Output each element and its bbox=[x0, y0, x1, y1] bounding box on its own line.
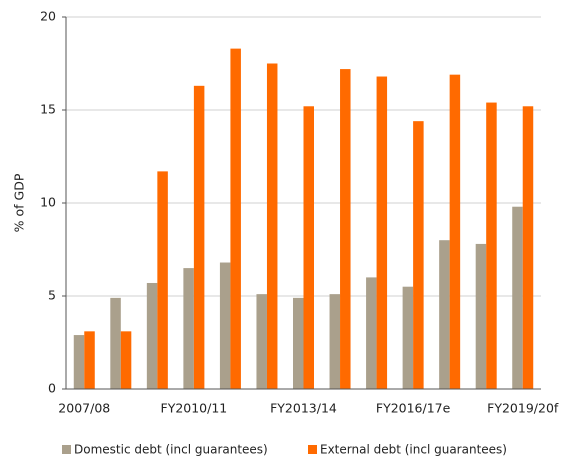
bar bbox=[157, 171, 168, 389]
x-tick-label: FY2013/14 bbox=[270, 401, 337, 416]
bar bbox=[366, 277, 377, 389]
bar bbox=[256, 294, 267, 389]
bar bbox=[512, 206, 523, 389]
bar bbox=[110, 297, 121, 389]
x-tick-label: FY2016/17e bbox=[376, 401, 451, 416]
y-tick-label: 10 bbox=[40, 195, 56, 210]
bar bbox=[522, 106, 534, 389]
bar bbox=[402, 286, 414, 389]
y-tick-label: 5 bbox=[48, 288, 56, 303]
bar bbox=[340, 69, 351, 389]
bar bbox=[413, 121, 424, 389]
bar bbox=[293, 297, 304, 389]
bar bbox=[183, 268, 194, 389]
legend-swatch bbox=[308, 445, 317, 454]
x-tick-label: FY2010/11 bbox=[161, 401, 228, 416]
y-tick-label: 15 bbox=[40, 102, 56, 117]
bar bbox=[439, 240, 450, 389]
bar bbox=[486, 102, 497, 389]
x-tick-label: FY2019/20f bbox=[487, 401, 559, 416]
bar bbox=[84, 331, 95, 389]
bar bbox=[376, 76, 388, 390]
legend-swatch bbox=[62, 445, 71, 454]
bar bbox=[120, 331, 132, 389]
bar bbox=[329, 294, 341, 389]
bar bbox=[146, 282, 158, 389]
bar bbox=[230, 48, 241, 390]
bar bbox=[475, 243, 487, 389]
bar bbox=[73, 335, 85, 389]
bar bbox=[303, 106, 314, 389]
y-axis-label: % of GDP bbox=[12, 173, 27, 232]
y-tick-label: 0 bbox=[48, 381, 56, 396]
bar bbox=[193, 85, 205, 389]
legend-label: Domestic debt (incl guarantees) bbox=[74, 443, 268, 457]
bar bbox=[266, 63, 278, 389]
legend-label: External debt (incl guarantees) bbox=[320, 443, 507, 457]
y-tick-label: 20 bbox=[40, 9, 56, 24]
x-tick-label: 2007/08 bbox=[58, 401, 110, 416]
bar bbox=[219, 262, 231, 389]
bar bbox=[449, 74, 461, 389]
